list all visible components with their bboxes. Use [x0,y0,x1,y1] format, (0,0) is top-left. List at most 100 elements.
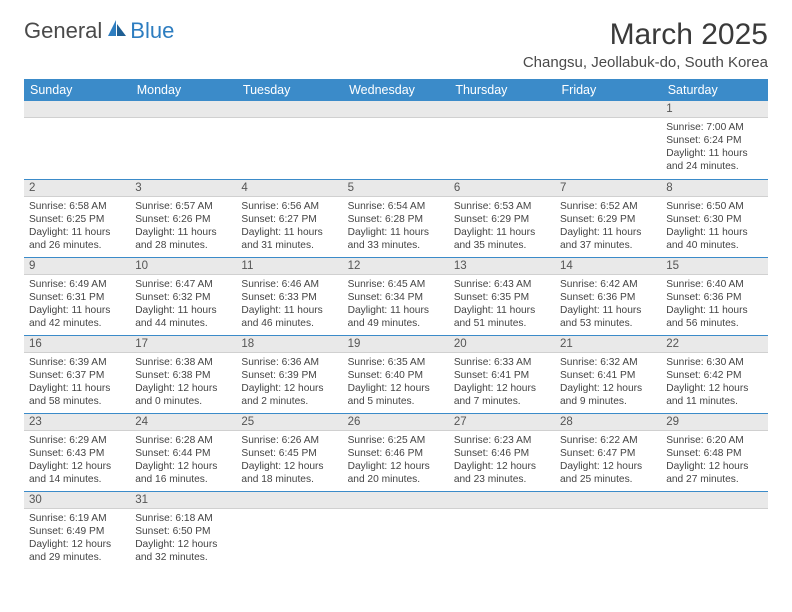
day-details: Sunrise: 6:28 AMSunset: 6:44 PMDaylight:… [130,431,236,490]
date-number: 29 [661,414,767,431]
day-cell: 30Sunrise: 6:19 AMSunset: 6:49 PMDayligh… [24,491,130,569]
day-details: Sunrise: 6:53 AMSunset: 6:29 PMDaylight:… [449,197,555,256]
sunset-text: Sunset: 6:49 PM [29,525,125,538]
day-header-row: Sunday Monday Tuesday Wednesday Thursday… [24,79,768,101]
date-number: 31 [130,492,236,509]
day-details: Sunrise: 6:43 AMSunset: 6:35 PMDaylight:… [449,275,555,334]
month-title: March 2025 [523,18,768,52]
daylight-text: Daylight: 11 hours and 35 minutes. [454,226,550,252]
sunrise-text: Sunrise: 6:38 AM [135,356,231,369]
sunset-text: Sunset: 6:45 PM [241,447,337,460]
sunrise-text: Sunrise: 6:47 AM [135,278,231,291]
day-details: Sunrise: 6:39 AMSunset: 6:37 PMDaylight:… [24,353,130,412]
date-number: 14 [555,258,661,275]
day-details: Sunrise: 6:18 AMSunset: 6:50 PMDaylight:… [130,509,236,568]
daylight-text: Daylight: 12 hours and 25 minutes. [560,460,656,486]
date-number: 7 [555,180,661,197]
date-number [449,492,555,509]
sunrise-text: Sunrise: 6:50 AM [666,200,762,213]
day-details: Sunrise: 6:30 AMSunset: 6:42 PMDaylight:… [661,353,767,412]
date-number [236,492,342,509]
sunset-text: Sunset: 6:37 PM [29,369,125,382]
date-number: 12 [343,258,449,275]
brand-part1: General [24,18,102,44]
day-details: Sunrise: 6:52 AMSunset: 6:29 PMDaylight:… [555,197,661,256]
date-number [24,101,130,118]
sunset-text: Sunset: 6:28 PM [348,213,444,226]
date-number: 23 [24,414,130,431]
sunset-text: Sunset: 6:46 PM [348,447,444,460]
sunrise-text: Sunrise: 6:20 AM [666,434,762,447]
day-cell: 16Sunrise: 6:39 AMSunset: 6:37 PMDayligh… [24,335,130,413]
date-number [661,492,767,509]
week-row: 2 Sunrise: 6:58 AMSunset: 6:25 PM Daylight… [24,179,768,257]
daylight-text: Daylight: 12 hours and 27 minutes. [666,460,762,486]
date-number: 27 [449,414,555,431]
sunset-text: Sunset: 6:36 PM [666,291,762,304]
day-details: Sunrise: 7:00 AMSunset: 6:24 PMDaylight:… [661,118,767,177]
sunrise-text: Sunrise: 6:43 AM [454,278,550,291]
day-cell [555,491,661,569]
day-cell [343,101,449,179]
date-number: 20 [449,336,555,353]
sunrise-text: Sunrise: 6:33 AM [454,356,550,369]
sunrise-text: Sunrise: 6:49 AM [29,278,125,291]
sunset-text: Sunset: 6:38 PM [135,369,231,382]
day-details: Sunrise: 6:35 AMSunset: 6:40 PMDaylight:… [343,353,449,412]
day-cell: 9Sunrise: 6:49 AMSunset: 6:31 PMDaylight… [24,257,130,335]
day-details: Sunrise: 6:29 AMSunset: 6:43 PMDaylight:… [24,431,130,490]
daylight-text: Daylight: 11 hours and 58 minutes. [29,382,125,408]
day-details: Sunrise: 6:56 AMSunset: 6:27 PMDaylight:… [236,197,342,256]
daylight-text: Daylight: 12 hours and 16 minutes. [135,460,231,486]
day-details: Sunrise: 6:38 AMSunset: 6:38 PMDaylight:… [130,353,236,412]
daylight-text: Daylight: 12 hours and 23 minutes. [454,460,550,486]
sunrise-text: Sunrise: 6:30 AM [666,356,762,369]
daylight-text: Daylight: 12 hours and 9 minutes. [560,382,656,408]
day-cell: 10Sunrise: 6:47 AMSunset: 6:32 PMDayligh… [130,257,236,335]
week-row: 30Sunrise: 6:19 AMSunset: 6:49 PMDayligh… [24,491,768,569]
daylight-text: Daylight: 11 hours and 56 minutes. [666,304,762,330]
sunrise-text: Sunrise: 6:58 AM [29,200,125,213]
day-cell: 20Sunrise: 6:33 AMSunset: 6:41 PMDayligh… [449,335,555,413]
daylight-text: Daylight: 11 hours and 24 minutes. [666,147,762,173]
week-row: 23Sunrise: 6:29 AMSunset: 6:43 PMDayligh… [24,413,768,491]
sunset-text: Sunset: 6:25 PM [29,213,125,226]
sunset-text: Sunset: 6:24 PM [666,134,762,147]
sunset-text: Sunset: 6:41 PM [454,369,550,382]
daylight-text: Daylight: 11 hours and 42 minutes. [29,304,125,330]
day-cell: 31Sunrise: 6:18 AMSunset: 6:50 PMDayligh… [130,491,236,569]
daylight-text: Daylight: 12 hours and 2 minutes. [241,382,337,408]
day-cell: 22Sunrise: 6:30 AMSunset: 6:42 PMDayligh… [661,335,767,413]
day-cell [661,491,767,569]
date-number: 11 [236,258,342,275]
day-cell: 6Sunrise: 6:53 AMSunset: 6:29 PMDaylight… [449,179,555,257]
date-number [555,101,661,118]
daylight-text: Daylight: 12 hours and 0 minutes. [135,382,231,408]
daylight-text: Daylight: 12 hours and 20 minutes. [348,460,444,486]
date-number: 16 [24,336,130,353]
day-cell: 4Sunrise: 6:56 AMSunset: 6:27 PMDaylight… [236,179,342,257]
day-cell [449,101,555,179]
daylight-text: Daylight: 11 hours and 37 minutes. [560,226,656,252]
date-number [343,492,449,509]
day-cell: 3Sunrise: 6:57 AMSunset: 6:26 PMDaylight… [130,179,236,257]
date-number: 25 [236,414,342,431]
day-details: Sunrise: 6:49 AMSunset: 6:31 PMDaylight:… [24,275,130,334]
sunset-text: Sunset: 6:41 PM [560,369,656,382]
date-number: 5 [343,180,449,197]
sunrise-text: Sunrise: 6:25 AM [348,434,444,447]
day-cell: 29Sunrise: 6:20 AMSunset: 6:48 PMDayligh… [661,413,767,491]
date-number [343,101,449,118]
date-number: 9 [24,258,130,275]
day-cell: 24Sunrise: 6:28 AMSunset: 6:44 PMDayligh… [130,413,236,491]
date-number: 28 [555,414,661,431]
day-header: Thursday [449,79,555,101]
day-header: Sunday [24,79,130,101]
sunset-text: Sunset: 6:27 PM [241,213,337,226]
sunrise-text: Sunrise: 6:46 AM [241,278,337,291]
date-number: 1 [661,101,767,118]
day-details: Sunrise: 6:47 AMSunset: 6:32 PMDaylight:… [130,275,236,334]
date-number: 2 [24,180,130,197]
day-details: Sunrise: 6:46 AMSunset: 6:33 PMDaylight:… [236,275,342,334]
daylight-text: Daylight: 11 hours and 51 minutes. [454,304,550,330]
